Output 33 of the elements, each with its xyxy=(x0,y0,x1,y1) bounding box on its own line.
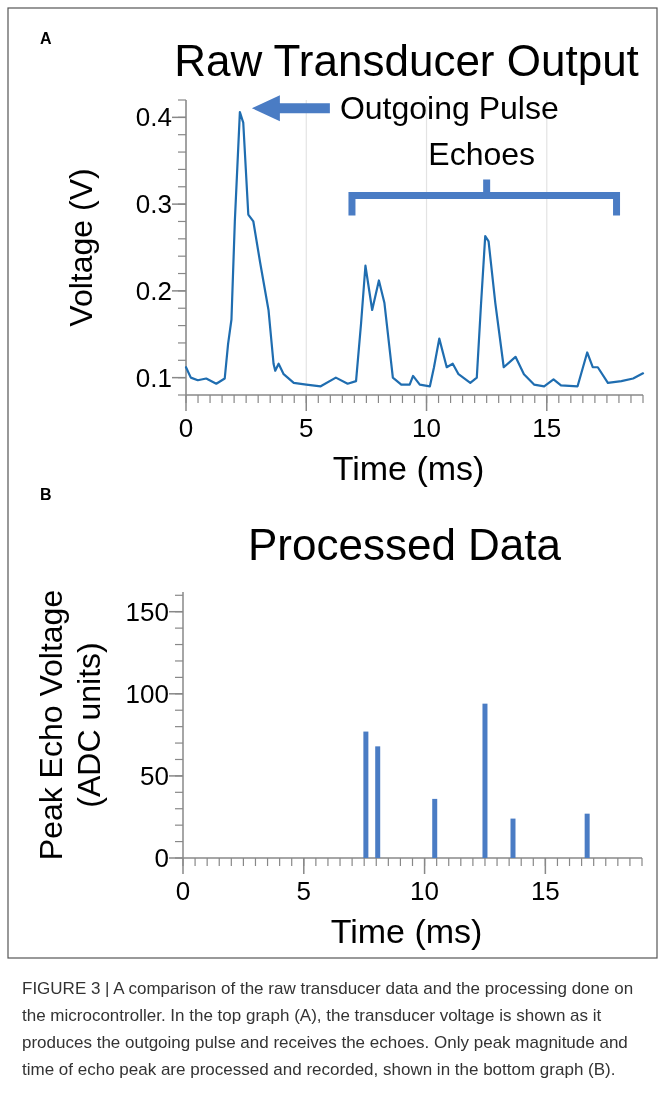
y-tick-label: 0.2 xyxy=(135,275,172,306)
y-tick-label: 0 xyxy=(154,843,169,873)
bar xyxy=(432,798,438,858)
annotation: Outgoing Pulse xyxy=(339,90,559,127)
x-tick-label: 5 xyxy=(299,413,314,443)
y-tick-label: 100 xyxy=(125,678,169,709)
annotation: Echoes xyxy=(428,136,536,173)
text: A xyxy=(40,30,52,47)
x-tick-label: 15 xyxy=(532,413,562,443)
bar xyxy=(482,703,488,858)
y-tick-label: 0.4 xyxy=(135,102,172,133)
caption: FIGURE 3 | A comparison of the raw transducer data and the processing done on the microcontroller. In the top graph (A), the transducer voltage is shown as it produces the outgoing pulse and receives the echoes. Only peak magnitude and time of echo peak are processed and recorded, shown in the bottom graph (B). xyxy=(22,978,635,1081)
x-tick-label: 5 xyxy=(296,876,312,906)
x-tick-label: 10 xyxy=(412,413,441,443)
x-tick-label: 0 xyxy=(178,413,194,443)
chart-title: Processed Data xyxy=(247,520,562,569)
y-axis-title: Voltage (V) xyxy=(63,168,99,327)
y-tick-label: 150 xyxy=(125,596,169,627)
bar xyxy=(510,818,516,858)
x-tick-label: 0 xyxy=(175,876,191,906)
bar xyxy=(363,731,369,858)
x-tick-label: 10 xyxy=(410,876,440,906)
y-tick-label: 50 xyxy=(140,760,169,791)
y-axis-title: Peak Echo Voltage (ADC units) xyxy=(33,589,107,861)
y-tick-label: 0.1 xyxy=(135,362,172,393)
x-tick-label: 15 xyxy=(530,876,560,906)
text: B xyxy=(40,486,52,503)
x-axis-title: Time (ms) xyxy=(332,449,485,487)
y-tick-label: 0.3 xyxy=(135,189,172,220)
chart-title: Raw Transducer Output xyxy=(174,36,639,85)
x-axis-title: Time (ms) xyxy=(330,912,483,950)
bar xyxy=(375,746,381,858)
bar xyxy=(584,813,590,858)
